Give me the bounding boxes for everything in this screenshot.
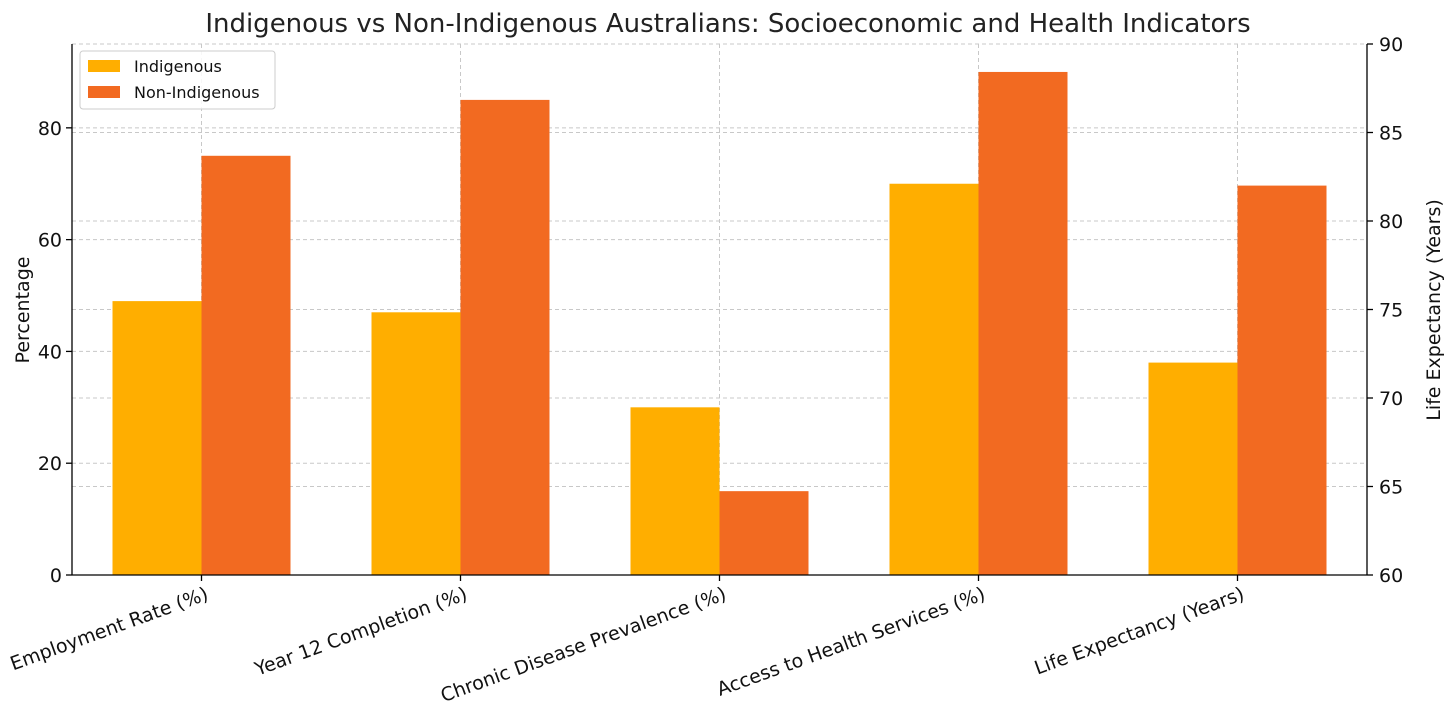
bar-non-indigenous-2 <box>719 491 809 575</box>
y2-tick-label-6: 90 <box>1379 34 1403 56</box>
bars-layer <box>112 71 1327 576</box>
y-tick-label-4: 80 <box>38 118 62 140</box>
bar-non-indigenous-4 <box>1237 185 1327 575</box>
chart-title: Indigenous vs Non-Indigenous Australians… <box>205 9 1250 39</box>
bar-indigenous-2 <box>630 407 720 575</box>
y-tick-label-2: 40 <box>38 341 62 363</box>
y2-tick-label-2: 70 <box>1379 388 1403 410</box>
y-tick-label-3: 60 <box>38 230 62 252</box>
x-tick-label-3: Access to Health Services (%) <box>714 583 988 701</box>
y-tick-label-0: 0 <box>50 565 62 587</box>
x-tick-label-4: Life Expectancy (Years) <box>1031 583 1247 679</box>
bar-non-indigenous-0 <box>201 155 291 575</box>
bar-indigenous-3 <box>889 183 979 575</box>
legend-frame <box>79 50 276 110</box>
bar-indigenous-0 <box>112 301 202 575</box>
y2-tick-label-1: 65 <box>1379 477 1403 499</box>
y2-tick-label-0: 60 <box>1379 565 1403 587</box>
y2-axis-label: Life Expectancy (Years) <box>1423 199 1445 421</box>
y-axis-label: Percentage <box>12 257 34 364</box>
bar-non-indigenous-3 <box>978 71 1068 576</box>
bar-indigenous-1 <box>371 312 461 575</box>
legend-swatch-non-indigenous <box>88 86 120 98</box>
bar-non-indigenous-1 <box>460 99 550 575</box>
bar-indigenous-4 <box>1148 362 1238 575</box>
legend: Indigenous Non-Indigenous <box>79 50 276 110</box>
y2-tick-label-5: 85 <box>1379 123 1403 145</box>
y2-tick-label-3: 75 <box>1379 300 1403 322</box>
x-tick-label-1: Year 12 Completion (%) <box>251 583 470 681</box>
legend-label-indigenous: Indigenous <box>134 57 222 76</box>
legend-swatch-indigenous <box>88 60 120 72</box>
legend-label-non-indigenous: Non-Indigenous <box>134 83 260 102</box>
y2-tick-label-4: 80 <box>1379 211 1403 233</box>
x-tick-label-0: Employment Rate (%) <box>7 583 211 675</box>
y-tick-label-1: 20 <box>38 453 62 475</box>
x-tick-label-2: Chronic Disease Prevalence (%) <box>438 583 729 707</box>
